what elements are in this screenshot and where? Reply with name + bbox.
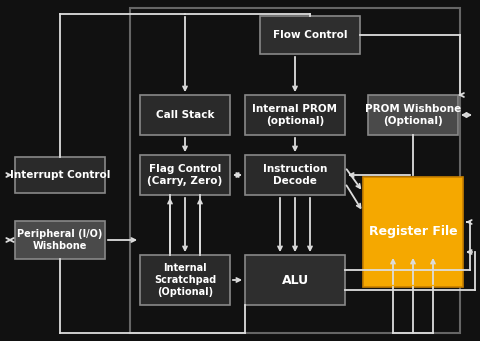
FancyBboxPatch shape	[15, 157, 105, 193]
Text: Flow Control: Flow Control	[273, 30, 347, 40]
FancyBboxPatch shape	[140, 155, 230, 195]
Text: Instruction
Decode: Instruction Decode	[263, 164, 327, 186]
Text: Internal PROM
(optional): Internal PROM (optional)	[252, 104, 337, 126]
Text: Internal
Scratchpad
(Optional): Internal Scratchpad (Optional)	[154, 263, 216, 297]
FancyBboxPatch shape	[245, 255, 345, 305]
FancyBboxPatch shape	[245, 155, 345, 195]
Text: Register File: Register File	[369, 225, 457, 238]
FancyBboxPatch shape	[140, 255, 230, 305]
FancyBboxPatch shape	[260, 16, 360, 54]
Text: Peripheral (I/O)
Wishbone: Peripheral (I/O) Wishbone	[17, 229, 103, 251]
FancyBboxPatch shape	[140, 95, 230, 135]
FancyBboxPatch shape	[15, 221, 105, 259]
Text: ALU: ALU	[281, 273, 309, 286]
FancyBboxPatch shape	[245, 95, 345, 135]
Text: Interrupt Control: Interrupt Control	[10, 170, 110, 180]
Text: PROM Wishbone
(Optional): PROM Wishbone (Optional)	[365, 104, 461, 126]
FancyBboxPatch shape	[363, 177, 463, 287]
Text: Flag Control
(Carry, Zero): Flag Control (Carry, Zero)	[147, 164, 223, 186]
Text: Call Stack: Call Stack	[156, 110, 214, 120]
FancyBboxPatch shape	[368, 95, 458, 135]
